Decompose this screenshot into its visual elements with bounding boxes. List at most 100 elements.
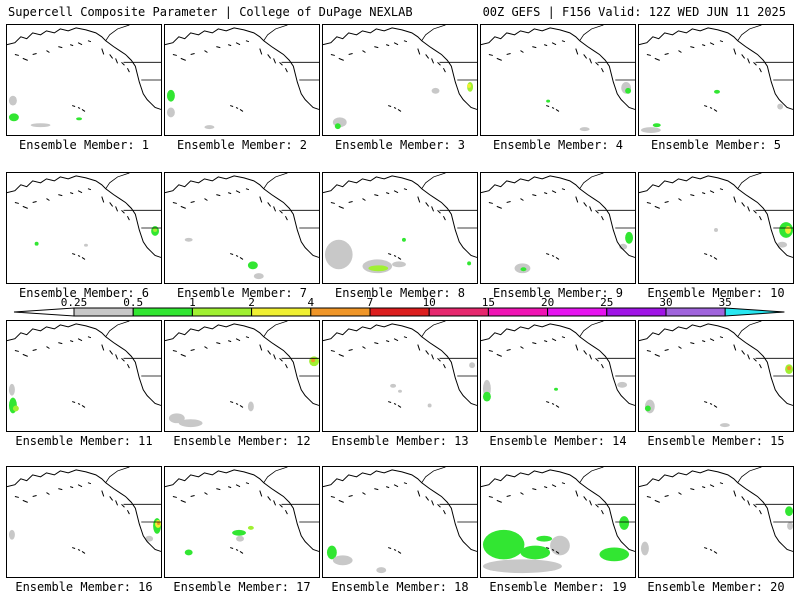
scp-shading-area: [599, 547, 630, 562]
scp-shading-area: [236, 535, 244, 542]
island-chain: [172, 188, 288, 221]
scp-shading-area: [401, 237, 406, 242]
member-map-panel-9: [480, 172, 636, 284]
member-caption-13: Ensemble Member: 13: [331, 434, 469, 448]
scp-shading-area: [714, 228, 718, 232]
scp-shading-area: [368, 265, 389, 272]
scp-shading-area: [714, 89, 720, 94]
island-chain: [330, 40, 446, 73]
scp-shading-area: [204, 125, 215, 130]
political-border: [579, 173, 635, 229]
scp-shading-area: [777, 241, 788, 248]
coastline: [639, 323, 793, 406]
hawaii-islands: [229, 547, 244, 554]
coastline: [323, 27, 477, 110]
legend-color-segment: [724, 307, 785, 317]
hawaii-islands: [703, 105, 718, 112]
political-border: [737, 25, 793, 81]
scp-shading-area: [376, 567, 387, 574]
political-border: [579, 25, 635, 81]
scp-shading-area: [625, 87, 632, 94]
scp-shading-area: [546, 99, 551, 103]
political-border: [421, 467, 477, 523]
member-map-10: [639, 173, 793, 260]
island-chain: [488, 336, 604, 369]
island-chain: [330, 482, 446, 515]
member-map-11: [7, 321, 161, 414]
island-chain: [330, 336, 446, 369]
coastline: [7, 27, 161, 110]
scp-shading-area: [625, 231, 634, 244]
political-border: [105, 25, 161, 81]
scp-shading-area: [467, 83, 472, 88]
scp-shading-area: [652, 123, 661, 128]
member-map-13: [323, 321, 477, 408]
member-map-panel-2: [164, 24, 320, 136]
scp-shading-area: [644, 405, 651, 412]
political-border: [105, 467, 161, 523]
member-caption-4: Ensemble Member: 4: [492, 138, 624, 152]
legend-color-segment: [132, 307, 193, 317]
coastline: [481, 27, 635, 110]
legend-tick-label: 10: [423, 296, 436, 309]
island-chain: [488, 188, 604, 221]
scp-shading-area: [390, 383, 397, 388]
legend-tick-label: 35: [719, 296, 732, 309]
hawaii-islands: [387, 547, 402, 554]
legend-tick-label: 15: [482, 296, 495, 309]
hawaii-islands: [387, 105, 402, 112]
scp-shading-area: [168, 413, 185, 424]
scp-shading-area: [8, 529, 15, 540]
coastline: [481, 323, 635, 406]
scp-shading-area: [84, 243, 88, 247]
scp-shading-area: [247, 525, 254, 530]
scp-shading-area: [153, 228, 158, 232]
hawaii-islands: [545, 105, 560, 112]
scp-shading-area: [640, 541, 649, 556]
scp-shading-area: [184, 237, 193, 242]
member-caption-18: Ensemble Member: 18: [331, 580, 469, 594]
coastline: [481, 175, 635, 258]
hawaii-islands: [229, 401, 244, 408]
scp-shading-area: [8, 383, 15, 396]
island-chain: [646, 188, 762, 221]
member-map-panel-5: [638, 24, 794, 136]
member-map-19: [481, 467, 635, 574]
legend-tick-label: 30: [659, 296, 672, 309]
member-caption-15: Ensemble Member: 15: [647, 434, 785, 448]
island-chain: [488, 482, 604, 515]
member-map-panel-16: [6, 466, 162, 578]
scp-shading-area: [482, 529, 525, 560]
scp-shading-area: [719, 423, 730, 428]
scp-shading-area: [30, 123, 51, 128]
political-border: [105, 321, 161, 377]
scp-shading-area: [536, 535, 553, 542]
member-map-panel-7: [164, 172, 320, 284]
political-border: [737, 467, 793, 523]
scp-shading-area: [550, 535, 570, 556]
hawaii-islands: [387, 253, 402, 260]
coastline: [165, 469, 319, 552]
member-map-panel-6: [6, 172, 162, 284]
member-map-20: [639, 467, 793, 556]
legend-tick-label: 7: [367, 296, 374, 309]
political-border: [421, 321, 477, 377]
member-caption-17: Ensemble Member: 17: [173, 580, 311, 594]
legend-tick-label: 4: [307, 296, 314, 309]
member-map-panel-1: [6, 24, 162, 136]
member-map-panel-18: [322, 466, 478, 578]
legend-color-segment: [251, 307, 312, 317]
coastline: [165, 175, 319, 258]
scp-shading-area: [145, 535, 154, 542]
hawaii-islands: [545, 401, 560, 408]
legend-color-segment: [665, 307, 726, 317]
scp-shading-area: [184, 549, 193, 556]
coastline: [165, 27, 319, 110]
coastline: [7, 323, 161, 406]
political-border: [579, 467, 635, 523]
island-chain: [172, 336, 288, 369]
coastline: [323, 323, 477, 406]
hawaii-islands: [71, 253, 86, 260]
member-caption-8: Ensemble Member: 8: [334, 286, 466, 300]
